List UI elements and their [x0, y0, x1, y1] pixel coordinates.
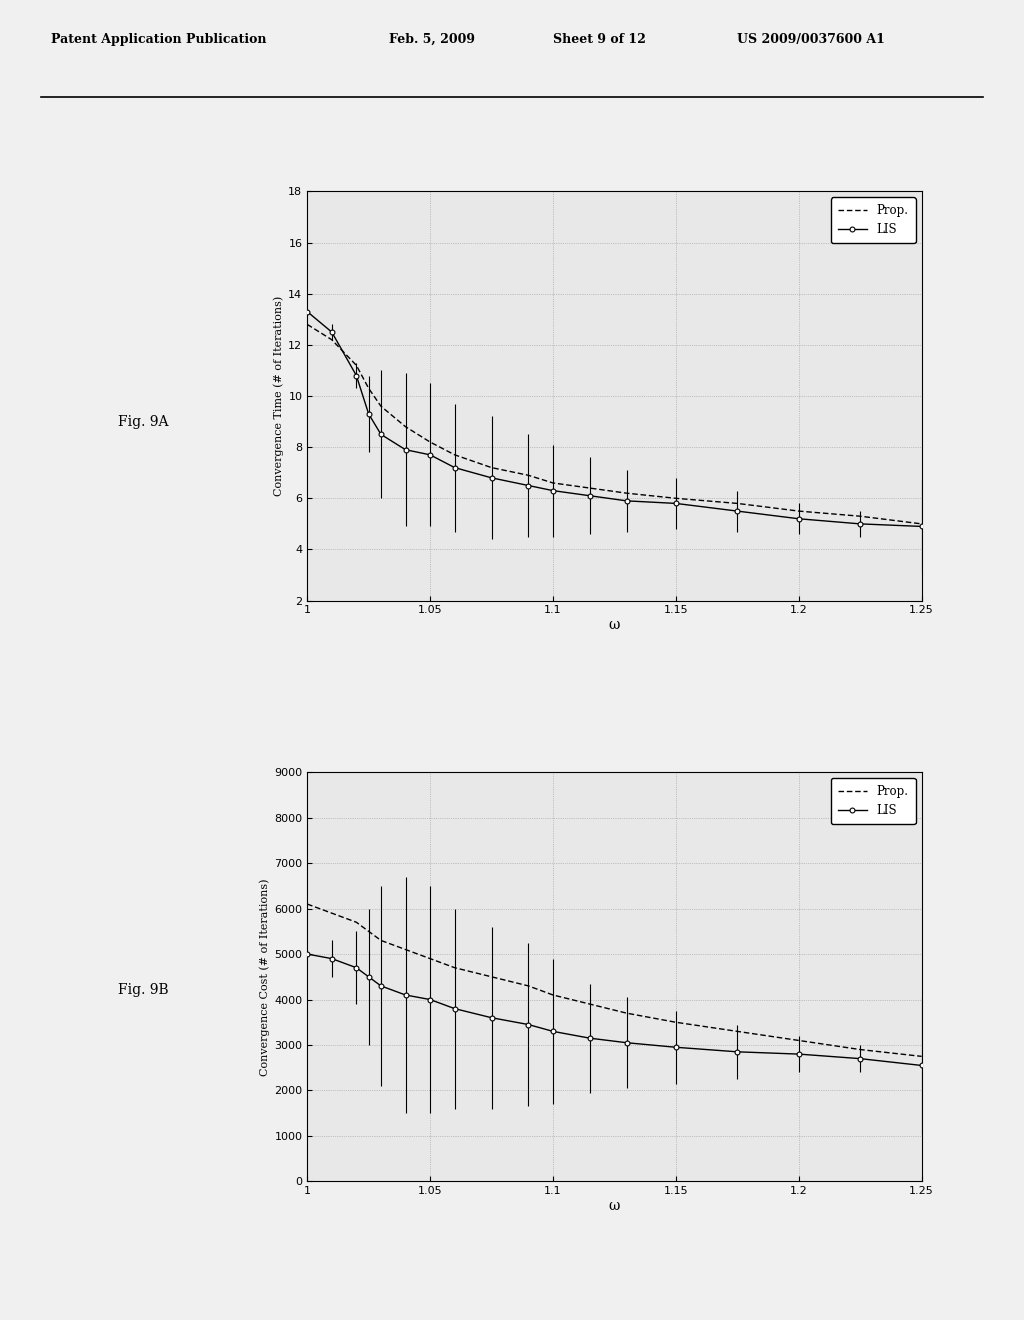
- Y-axis label: Convergence Time (# of Iterations): Convergence Time (# of Iterations): [273, 296, 284, 496]
- Text: Patent Application Publication: Patent Application Publication: [51, 33, 266, 46]
- Text: Feb. 5, 2009: Feb. 5, 2009: [389, 33, 475, 46]
- Legend: Prop., LIS: Prop., LIS: [830, 777, 915, 824]
- Legend: Prop., LIS: Prop., LIS: [830, 197, 915, 243]
- X-axis label: ω: ω: [608, 618, 621, 632]
- Text: Fig. 9B: Fig. 9B: [118, 983, 168, 997]
- Text: Sheet 9 of 12: Sheet 9 of 12: [553, 33, 646, 46]
- Text: US 2009/0037600 A1: US 2009/0037600 A1: [737, 33, 885, 46]
- Y-axis label: Convergence Cost (# of Iterations): Convergence Cost (# of Iterations): [259, 878, 270, 1076]
- Text: Fig. 9A: Fig. 9A: [118, 416, 168, 429]
- X-axis label: ω: ω: [608, 1199, 621, 1213]
